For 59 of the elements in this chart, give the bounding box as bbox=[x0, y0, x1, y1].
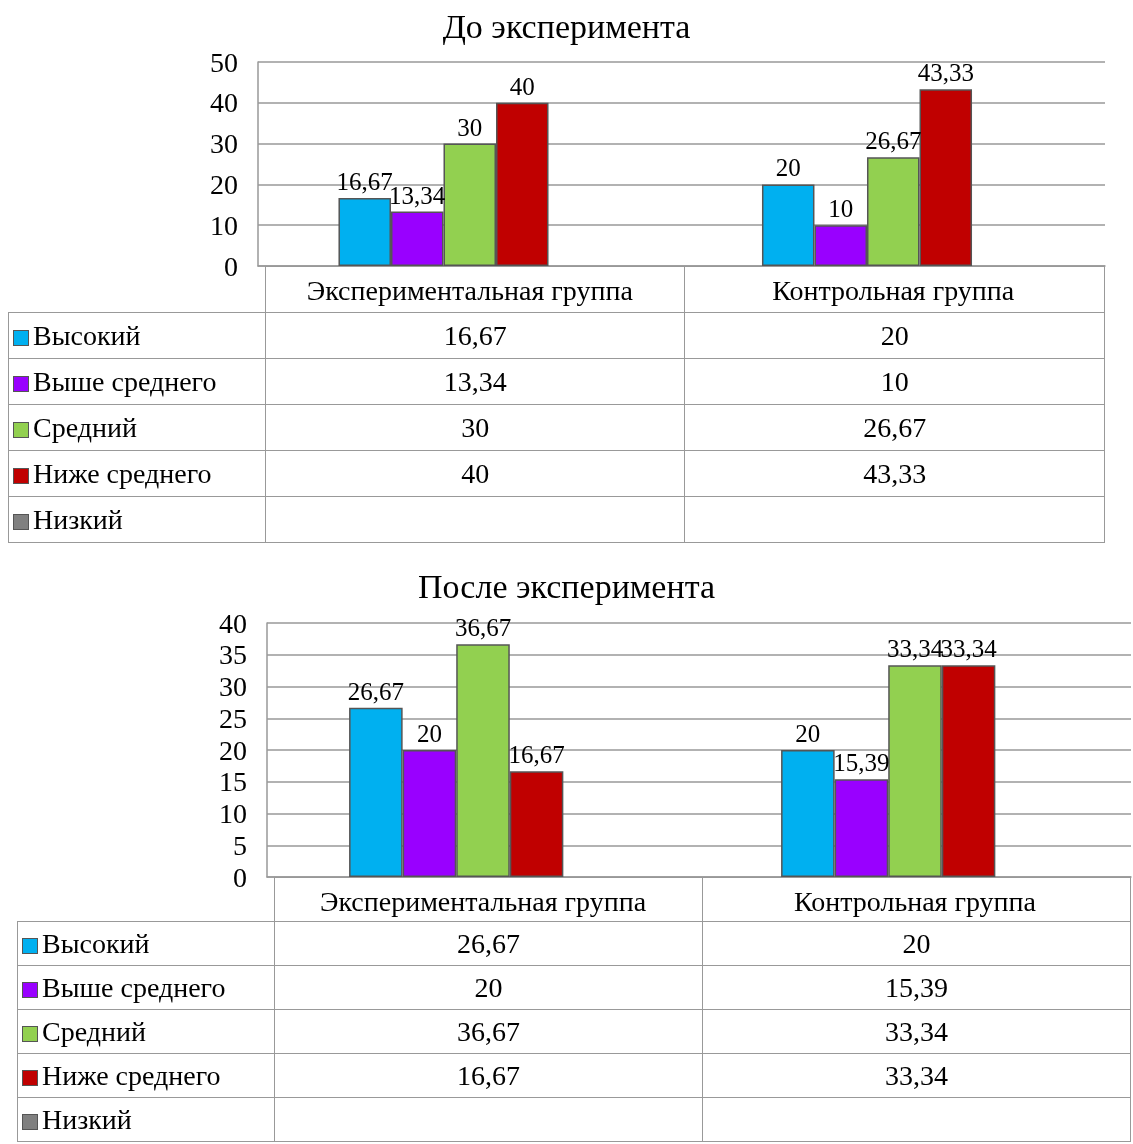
x-tick-label: Контрольная группа bbox=[793, 885, 1037, 917]
y-tick-label: 0 bbox=[224, 250, 238, 282]
y-tick-label: 10 bbox=[219, 798, 247, 829]
y-tick-label: 30 bbox=[219, 671, 247, 702]
y-tick-label: 20 bbox=[219, 734, 247, 766]
text: 30 bbox=[457, 113, 483, 141]
data-label: 26,67 bbox=[684, 404, 1105, 451]
text: 43,33 bbox=[917, 59, 974, 87]
data-label: 16,67 bbox=[274, 1053, 703, 1098]
legend-label: Низкий bbox=[17, 1097, 275, 1142]
text: 16,67 bbox=[508, 741, 565, 769]
data-label: 13,34 bbox=[265, 358, 685, 405]
y-tick-label: 10 bbox=[210, 209, 238, 241]
data-label: 30 bbox=[265, 404, 685, 451]
x-tick-label: Экспериментальная группа bbox=[306, 274, 634, 306]
legend-label: Выше среднего bbox=[17, 965, 275, 1010]
y-tick-label: 20 bbox=[210, 168, 238, 200]
legend-label: Выше среднего bbox=[8, 358, 266, 405]
data-label: 10 bbox=[684, 358, 1105, 405]
text: 20 bbox=[795, 720, 821, 747]
y-tick-label: 25 bbox=[219, 702, 247, 734]
text: 36,67 bbox=[454, 614, 512, 642]
text: 26,67 bbox=[347, 677, 404, 705]
y-tick-label: 5 bbox=[233, 829, 247, 861]
data-label: 36,67 bbox=[274, 1009, 703, 1054]
data-label: 43,33 bbox=[684, 450, 1105, 497]
legend-label: Высокий bbox=[8, 312, 266, 359]
y-tick-label: 15 bbox=[219, 766, 247, 798]
text: 40 bbox=[509, 72, 535, 100]
data-label: 33,34 bbox=[702, 1009, 1131, 1054]
x-tick-label: Экспериментальная группа bbox=[319, 885, 647, 917]
data-label: 33,34 bbox=[702, 1053, 1131, 1098]
data-label: 20 bbox=[684, 312, 1105, 359]
legend-label: Средний bbox=[17, 1009, 275, 1054]
y-tick-label: 0 bbox=[233, 861, 247, 893]
chart-title: До эксперимента bbox=[442, 7, 691, 45]
data-label: 20 bbox=[274, 965, 703, 1010]
data-label: 20 bbox=[702, 921, 1131, 966]
y-tick-label: 30 bbox=[210, 128, 238, 160]
data-label: 40 bbox=[265, 450, 685, 497]
data-label: 26,67 bbox=[274, 921, 703, 966]
y-tick-label: 40 bbox=[210, 87, 238, 119]
legend-label: Ниже среднего bbox=[8, 450, 266, 497]
x-tick-label: Контрольная группа bbox=[772, 274, 1015, 306]
chart-title: После эксперимента bbox=[417, 567, 716, 605]
y-tick-label: 40 bbox=[219, 607, 247, 639]
data-label: 15,39 bbox=[702, 965, 1131, 1010]
text: 20 bbox=[416, 720, 442, 747]
text: 15,39 bbox=[833, 749, 890, 777]
text: 10 bbox=[828, 195, 854, 223]
text: 16,67 bbox=[336, 167, 393, 195]
legend-label: Высокий bbox=[17, 921, 275, 966]
legend-label: Ниже среднего bbox=[17, 1053, 275, 1098]
y-tick-label: 35 bbox=[219, 639, 247, 671]
y-tick-label: 50 bbox=[210, 46, 238, 78]
data-label: 16,67 bbox=[265, 312, 685, 359]
text: 20 bbox=[775, 154, 801, 182]
legend-label: Низкий bbox=[8, 496, 266, 543]
legend-label: Средний bbox=[8, 404, 266, 451]
